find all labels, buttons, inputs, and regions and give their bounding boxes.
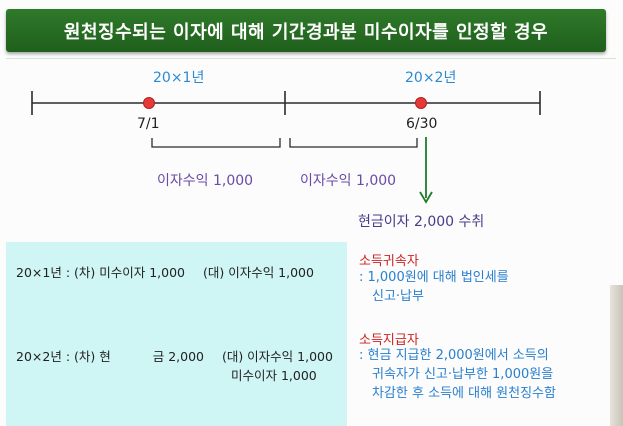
journal-row-1-credit: (대) 이자수익 1,000 <box>202 265 314 280</box>
background-edge <box>610 285 623 426</box>
cash-arrow-head <box>419 191 433 204</box>
journal-row-2-credit-2: 미수이자 1,000 <box>231 368 317 383</box>
income-owner-line-1: : 1,000원에 대해 법인세를 <box>359 270 509 285</box>
journal-row-2-debit: : (차) 현 <box>65 349 111 364</box>
journal-row-1: 20×1년 : (차) 미수이자 1,000 (대) 이자수익 1,000 <box>16 262 314 281</box>
brace-interest-1 <box>151 138 281 148</box>
income-payer-line-3: 차감한 후 소득에 대해 원천징수함 <box>372 386 556 401</box>
year-label-2: 20×2년 <box>405 70 457 86</box>
journal-row-2-debit-amount: 금 2,000 <box>152 349 204 364</box>
income-owner-line-2: 신고·납부 <box>372 289 424 304</box>
income-payer-line-1: : 현금 지급한 2,000원에서 소득의 <box>359 348 549 363</box>
timeline-diagram <box>31 91 541 204</box>
income-payer-title: 소득지급자 <box>359 333 419 348</box>
year-label-1: 20×1년 <box>153 70 205 86</box>
timeline-point-7-1 <box>143 97 155 109</box>
interest-label-1: 이자수익 1,000 <box>157 173 254 189</box>
date-label-6-30: 6/30 <box>406 116 438 132</box>
journal-row-2-credit-1: (대) 이자수익 1,000 <box>221 349 333 364</box>
journal-row-1-debit: : (차) 미수이자 1,000 <box>65 265 185 280</box>
brace-interest-2 <box>289 138 418 148</box>
income-owner-title: 소득귀속자 <box>359 254 419 269</box>
journal-row-2: 20×2년 : (차) 현 금 2,000 (대) 이자수익 1,000 <box>16 346 333 365</box>
date-label-7-1: 7/1 <box>137 116 160 132</box>
interest-label-2: 이자수익 1,000 <box>300 173 397 189</box>
journal-entries-box: 20×1년 : (차) 미수이자 1,000 (대) 이자수익 1,000 20… <box>6 242 347 426</box>
page-title: 원천징수되는 이자에 대해 기간경과분 미수이자를 인정할 경우 <box>6 9 606 52</box>
cash-receipt-label: 현금이자 2,000 수취 <box>358 214 485 230</box>
timeline-point-6-30 <box>415 97 427 109</box>
income-payer-line-2: 귀속자가 신고·납부한 1,000원을 <box>372 367 554 382</box>
journal-row-1-year: 20×1년 <box>16 265 62 280</box>
divider <box>6 58 616 59</box>
journal-row-2-year: 20×2년 <box>16 349 62 364</box>
